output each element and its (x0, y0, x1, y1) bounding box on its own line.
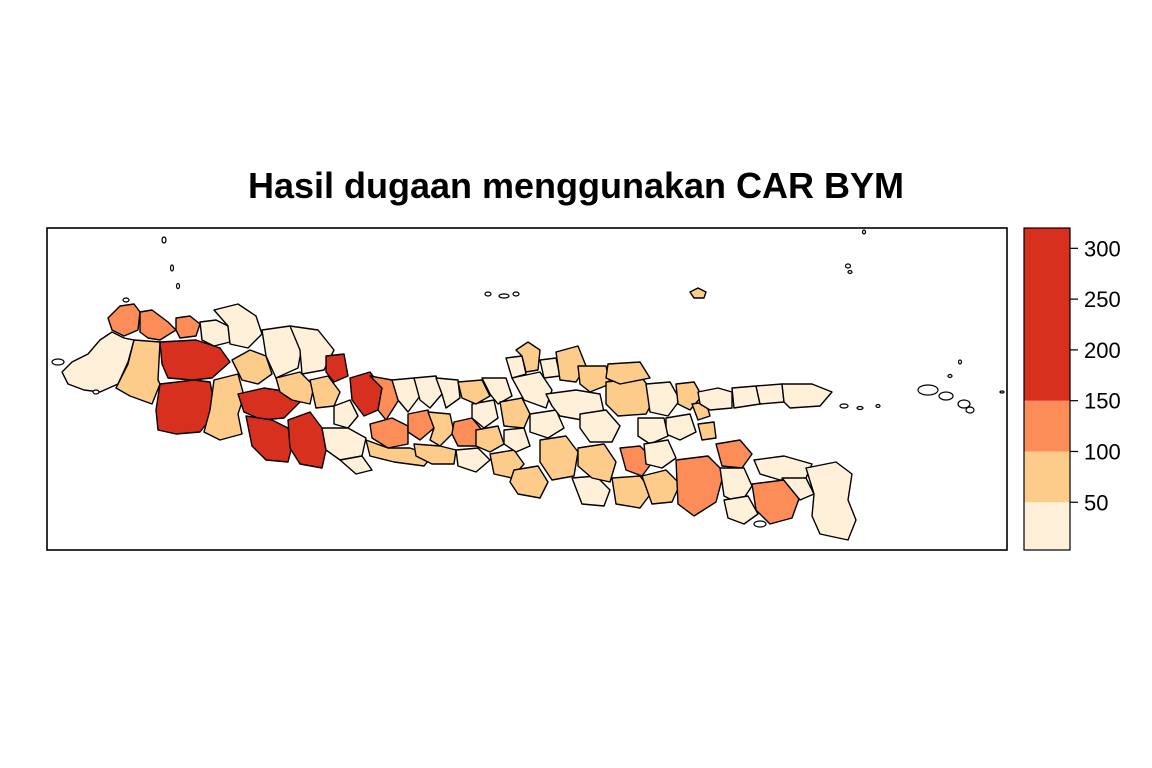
islet (484, 291, 492, 297)
islet (856, 405, 864, 411)
region-sumedang (275, 371, 315, 405)
islet (169, 264, 175, 272)
region-malang (675, 455, 725, 517)
region-purworejo (455, 447, 491, 473)
region-serang (107, 303, 141, 337)
region-sumenep (781, 383, 833, 409)
region-kediri (643, 439, 677, 469)
islet (92, 389, 100, 395)
region-majalengka (309, 375, 341, 409)
color-key-tick-label: 150 (1084, 389, 1121, 414)
islet (965, 406, 975, 414)
region-magelang (475, 425, 505, 453)
map-title: Hasil dugaan menggunakan CAR BYM (248, 165, 904, 206)
islet (753, 520, 767, 528)
region-jakarta (175, 315, 201, 339)
islet (875, 403, 881, 409)
region-lamongan (645, 381, 681, 417)
color-key-bin-2 (1024, 400, 1070, 452)
region-banyumas (369, 417, 409, 449)
islet (947, 373, 953, 379)
islet (844, 263, 852, 269)
color-key-bin-3 (1024, 228, 1070, 401)
islet (51, 358, 65, 366)
region-pekalongan (413, 375, 443, 409)
region-kendal (457, 379, 491, 405)
color-key-tick-label: 300 (1084, 236, 1121, 261)
color-key-tick-label: 50 (1084, 490, 1108, 515)
region-boyolali (499, 397, 531, 429)
region-bawean (689, 287, 707, 299)
region-pasuruan (715, 439, 753, 469)
islet (175, 282, 181, 290)
islet (957, 399, 971, 409)
islet (512, 291, 520, 297)
islet (839, 403, 849, 409)
region-indramayu (289, 325, 335, 375)
region-banyuwangi (805, 461, 857, 541)
region-pamekasan (755, 383, 785, 405)
color-key-tick-label: 250 (1084, 287, 1121, 312)
region-cirebon (325, 353, 349, 383)
region-bogor (159, 339, 231, 381)
islet (847, 269, 853, 275)
region-jombang (637, 417, 669, 445)
region-bangkalan (697, 387, 733, 411)
region-demak (505, 355, 527, 379)
region-semarang (481, 377, 513, 405)
color-key-bin-0 (1024, 502, 1070, 550)
region-tuban (605, 361, 651, 385)
region-probolinggo (719, 467, 753, 505)
region-sragen (529, 409, 565, 439)
region-pangandaran (339, 455, 373, 475)
region-ponorogo (577, 443, 617, 483)
region-tasikmalaya (287, 411, 327, 469)
region-pemalang (391, 377, 421, 413)
region-bandung (237, 387, 301, 421)
region-batang (435, 377, 461, 409)
color-key: 300 250 200 150 100 50 (1023, 227, 1121, 551)
islet (161, 236, 167, 244)
region-tulungagung (611, 475, 653, 509)
region-sampang (731, 385, 761, 409)
region-purbalingga (407, 409, 435, 441)
region-blitar (641, 469, 681, 505)
color-key-frame (1023, 227, 1071, 551)
region-jepara (515, 341, 541, 373)
region-purwakarta (231, 349, 273, 385)
islet (957, 359, 963, 365)
region-sidoarjo (697, 421, 717, 441)
region-wonogiri (539, 435, 579, 481)
region-gunungkidul (509, 465, 549, 499)
color-key-tick-label: 100 (1084, 439, 1121, 464)
region-lebak (115, 339, 161, 405)
java-map (51, 229, 1005, 541)
region-temanggung (471, 399, 499, 429)
region-lumajang (723, 495, 759, 525)
region-kuningan (333, 399, 359, 429)
color-key-tick-label: 200 (1084, 338, 1121, 363)
islet (917, 384, 939, 396)
region-karawang (213, 303, 263, 349)
region-kebumen (413, 443, 457, 465)
region-ngawi (579, 409, 621, 443)
islet (861, 229, 867, 235)
islet (122, 297, 130, 303)
region-sukabumi (155, 379, 215, 435)
islet (498, 293, 510, 299)
region-cianjur (203, 373, 245, 441)
islet (938, 391, 954, 401)
region-garut (245, 415, 293, 463)
color-key-bin-1 (1024, 451, 1070, 503)
region-rembang (577, 365, 611, 393)
islet (999, 390, 1005, 394)
